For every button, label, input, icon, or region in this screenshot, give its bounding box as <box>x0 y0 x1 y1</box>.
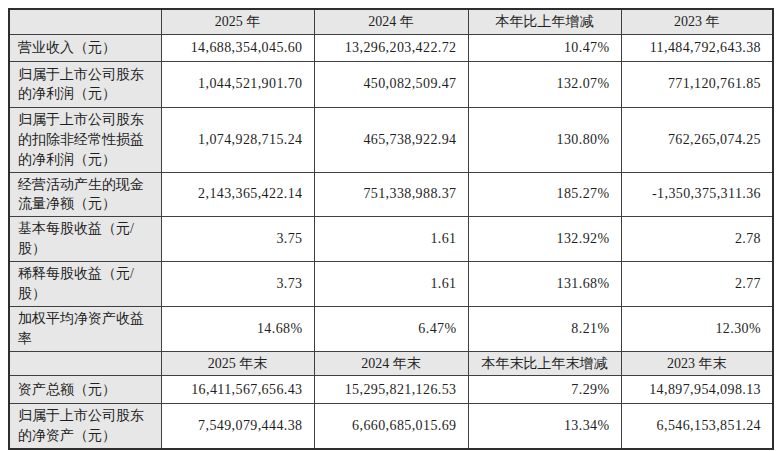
column-header-2024: 2024 年 <box>314 9 468 34</box>
cell-value: 11,484,792,643.38 <box>621 34 773 61</box>
cell-value: 14.68% <box>161 306 314 351</box>
cell-value: 450,082,509.47 <box>314 61 468 107</box>
cell-value: 12.30% <box>621 306 773 351</box>
cell-value: 14,688,354,045.60 <box>161 34 314 61</box>
column-header-2025-end: 2025 年末 <box>161 351 314 376</box>
column-header-yoy-end-change: 本年末比上年末增减 <box>468 351 621 376</box>
cell-value: 8.21% <box>468 306 621 351</box>
cell-value: 130.80% <box>468 107 621 172</box>
cell-value: 6.47% <box>314 306 468 351</box>
cell-value: 3.75 <box>161 217 314 262</box>
corner-cell <box>9 351 161 376</box>
cell-value: 13,296,203,422.72 <box>314 34 468 61</box>
cell-value: 2.77 <box>621 262 773 307</box>
cell-value: -1,350,375,311.36 <box>621 172 773 217</box>
row-label: 稀释每股收益（元/股） <box>9 262 161 307</box>
table-row-weighted-avg-roe: 加权平均净资产收益率 14.68% 6.47% 8.21% 12.30% <box>9 306 773 351</box>
cell-value: 771,120,761.85 <box>621 61 773 107</box>
cell-value: 7,549,079,444.38 <box>161 404 314 449</box>
cell-value: 3.73 <box>161 262 314 307</box>
cell-value: 6,546,153,851.24 <box>621 404 773 449</box>
table-row-basic-eps: 基本每股收益（元/股） 3.75 1.61 132.92% 2.78 <box>9 217 773 262</box>
cell-value: 1,074,928,715.24 <box>161 107 314 172</box>
cell-value: 131.68% <box>468 262 621 307</box>
cell-value: 15,295,821,126.53 <box>314 376 468 404</box>
cell-value: 6,660,685,015.69 <box>314 404 468 449</box>
cell-value: 1,044,521,901.70 <box>161 61 314 107</box>
column-header-2025: 2025 年 <box>161 9 314 34</box>
table-row-net-assets: 归属于上市公司股东的净资产（元） 7,549,079,444.38 6,660,… <box>9 404 773 449</box>
table-row-diluted-eps: 稀释每股收益（元/股） 3.73 1.61 131.68% 2.77 <box>9 262 773 307</box>
row-label: 归属于上市公司股东的扣除非经常性损益的净利润（元） <box>9 107 161 172</box>
column-header-2023-end: 2023 年末 <box>621 351 773 376</box>
cell-value: 2.78 <box>621 217 773 262</box>
cell-value: 1.61 <box>314 262 468 307</box>
row-label: 加权平均净资产收益率 <box>9 306 161 351</box>
table-row-revenue: 营业收入（元） 14,688,354,045.60 13,296,203,422… <box>9 34 773 61</box>
cell-value: 2,143,365,422.14 <box>161 172 314 217</box>
column-header-yoy-change: 本年比上年增减 <box>468 9 621 34</box>
cell-value: 1.61 <box>314 217 468 262</box>
cell-value: 10.47% <box>468 34 621 61</box>
cell-value: 185.27% <box>468 172 621 217</box>
cell-value: 751,338,988.37 <box>314 172 468 217</box>
table-row-net-profit-after-nonrecurring: 归属于上市公司股东的扣除非经常性损益的净利润（元） 1,074,928,715.… <box>9 107 773 172</box>
financial-summary-table: 2025 年 2024 年 本年比上年增减 2023 年 营业收入（元） 14,… <box>8 8 774 450</box>
row-label: 经营活动产生的现金流量净额（元） <box>9 172 161 217</box>
row-label: 资产总额（元） <box>9 376 161 404</box>
cell-value: 16,411,567,656.43 <box>161 376 314 404</box>
cell-value: 132.07% <box>468 61 621 107</box>
row-label: 营业收入（元） <box>9 34 161 61</box>
cell-value: 13.34% <box>468 404 621 449</box>
table-row-net-profit: 归属于上市公司股东的净利润（元） 1,044,521,901.70 450,08… <box>9 61 773 107</box>
cell-value: 14,897,954,098.13 <box>621 376 773 404</box>
cell-value: 465,738,922.94 <box>314 107 468 172</box>
row-label: 归属于上市公司股东的净资产（元） <box>9 404 161 449</box>
cell-value: 132.92% <box>468 217 621 262</box>
period-end-header-row: 2025 年末 2024 年末 本年末比上年末增减 2023 年末 <box>9 351 773 376</box>
row-label: 基本每股收益（元/股） <box>9 217 161 262</box>
table-row-total-assets: 资产总额（元） 16,411,567,656.43 15,295,821,126… <box>9 376 773 404</box>
column-header-2024-end: 2024 年末 <box>314 351 468 376</box>
cell-value: 7.29% <box>468 376 621 404</box>
corner-cell <box>9 9 161 34</box>
cell-value: 762,265,074.25 <box>621 107 773 172</box>
table-row-operating-cash-flow: 经营活动产生的现金流量净额（元） 2,143,365,422.14 751,33… <box>9 172 773 217</box>
column-header-2023: 2023 年 <box>621 9 773 34</box>
period-header-row: 2025 年 2024 年 本年比上年增减 2023 年 <box>9 9 773 34</box>
row-label: 归属于上市公司股东的净利润（元） <box>9 61 161 107</box>
